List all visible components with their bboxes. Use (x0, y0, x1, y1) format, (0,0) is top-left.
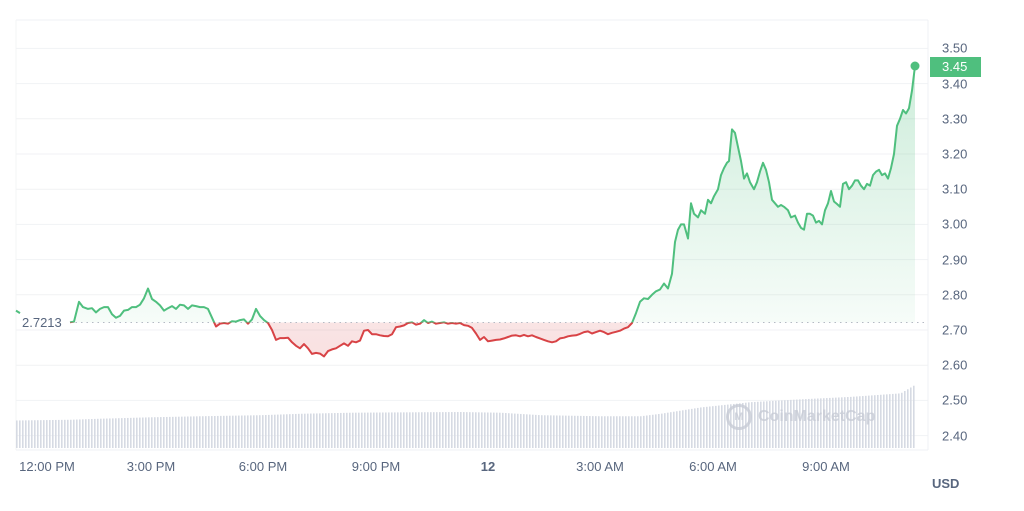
watermark-text: CoinMarketCap (758, 408, 876, 425)
baseline-price-label: 2.7213 (22, 315, 62, 330)
y-tick-label: 2.40 (942, 428, 968, 444)
watermark: M CoinMarketCap (726, 404, 875, 430)
x-tick-label: 12:00 PM (19, 459, 75, 474)
y-tick-label: 3.50 (942, 40, 968, 56)
x-tick-label: 9:00 AM (802, 459, 850, 474)
x-tick-label: 3:00 AM (576, 459, 624, 474)
currency-label[interactable]: USD (932, 476, 960, 491)
y-tick-label: 3.20 (942, 146, 968, 162)
price-line (15, 65, 916, 358)
x-tick-label: 6:00 PM (238, 459, 288, 474)
y-tick-label: 2.70 (942, 322, 968, 338)
coinmarketcap-logo-icon: M (726, 404, 752, 430)
y-tick-label: 3.10 (942, 181, 968, 197)
x-tick-label: 12 (480, 459, 496, 474)
y-tick-label: 3.40 (942, 76, 968, 92)
current-price-dot (910, 61, 920, 71)
x-tick-label: 9:00 PM (351, 459, 401, 474)
y-tick-label: 3.00 (942, 216, 968, 232)
x-tick-label: 6:00 AM (689, 459, 737, 474)
y-tick-label: 2.50 (942, 392, 968, 408)
y-tick-label: 3.30 (942, 111, 968, 127)
y-tick-label: 2.60 (942, 357, 968, 373)
y-tick-label: 2.90 (942, 252, 968, 268)
x-tick-label: 3:00 PM (126, 459, 176, 474)
y-tick-label: 2.80 (942, 287, 968, 303)
area-fills (70, 66, 915, 357)
current-price-badge: 3.45 (930, 57, 981, 77)
